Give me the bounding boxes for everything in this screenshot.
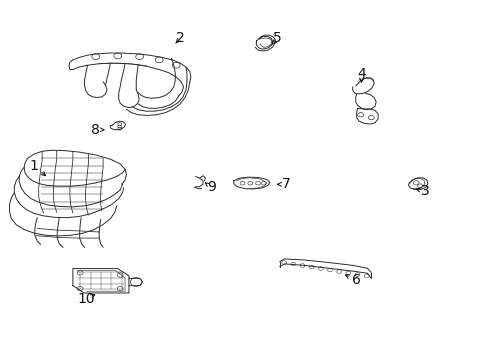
Text: 3: 3: [420, 184, 428, 198]
Text: 4: 4: [356, 67, 365, 81]
Text: 2: 2: [175, 31, 184, 45]
Text: 8: 8: [91, 123, 100, 137]
Text: 7: 7: [281, 177, 290, 191]
Text: 9: 9: [206, 180, 215, 194]
Text: 6: 6: [351, 273, 360, 287]
Text: 5: 5: [273, 31, 282, 45]
Text: 10: 10: [77, 292, 95, 306]
Text: 1: 1: [29, 159, 38, 173]
